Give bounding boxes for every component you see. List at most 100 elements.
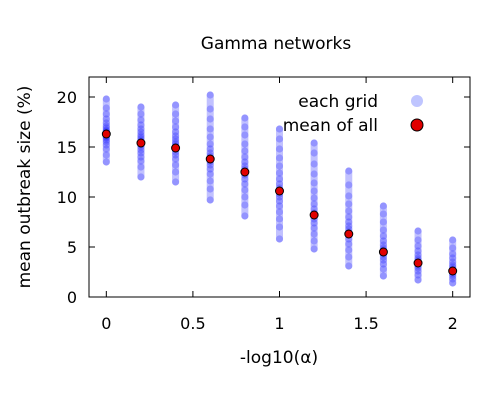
each-grid-point xyxy=(206,177,214,185)
mean-point xyxy=(413,258,423,268)
each-grid-point xyxy=(206,170,214,178)
legend-marker-each-grid xyxy=(411,95,423,107)
each-grid-point xyxy=(414,236,422,244)
y-tick-label: 15 xyxy=(57,138,77,157)
each-grid-point xyxy=(449,244,457,252)
each-grid-point xyxy=(171,110,180,118)
each-grid-point xyxy=(379,260,388,268)
each-grid-point xyxy=(171,161,180,169)
each-grid-point xyxy=(206,149,214,157)
each-grid-point xyxy=(241,212,249,220)
y-axis-label: mean outbreak size (%) xyxy=(15,86,35,289)
each-grid-point xyxy=(345,181,353,189)
each-grid-point xyxy=(310,160,318,168)
x-axis-label: -log10(α) xyxy=(240,348,318,368)
mean-point xyxy=(378,247,388,257)
each-grid-point xyxy=(102,110,110,118)
each-grid-point xyxy=(275,202,284,210)
each-grid-point xyxy=(310,245,318,253)
each-grid-point xyxy=(102,122,110,130)
each-grid-point xyxy=(241,158,249,166)
mean-point xyxy=(309,210,319,220)
mean-point xyxy=(205,154,215,164)
each-grid-point xyxy=(275,175,284,183)
each-grid-point xyxy=(241,162,249,170)
each-grid-point xyxy=(206,140,214,148)
each-grid-point xyxy=(345,192,353,200)
each-grid-point xyxy=(379,210,388,218)
each-grid-point xyxy=(275,145,284,153)
each-grid-point xyxy=(379,256,388,264)
each-grid-point xyxy=(171,128,180,136)
each-grid-point xyxy=(171,117,180,125)
each-grid-point xyxy=(241,140,249,148)
each-grid-point xyxy=(241,186,249,194)
each-grid-point xyxy=(379,202,388,210)
each-grid-point xyxy=(414,227,422,235)
y-tick-label: 0 xyxy=(67,288,77,307)
each-grid-point xyxy=(241,131,249,139)
each-grid-point xyxy=(206,161,214,169)
each-grid-point xyxy=(414,276,422,284)
each-grid-point xyxy=(206,145,214,153)
each-grid-point xyxy=(379,226,388,234)
each-grid-point xyxy=(171,151,180,159)
x-tick-label: 1 xyxy=(274,314,284,333)
each-grid-point xyxy=(310,187,318,195)
mean-point xyxy=(171,143,181,153)
each-grid-point xyxy=(310,224,318,232)
each-grid-point xyxy=(379,272,388,280)
each-grid-point xyxy=(137,146,145,154)
y-tick-label: 20 xyxy=(57,88,77,107)
each-grid-point xyxy=(379,237,388,245)
legend: each grid mean of all xyxy=(283,92,424,136)
each-grid-point xyxy=(206,133,214,141)
each-grid-point xyxy=(206,165,214,173)
x-tick-label: 0 xyxy=(101,314,111,333)
x-tick-label: 0.5 xyxy=(180,314,205,333)
y-tick-label: 10 xyxy=(57,188,77,207)
each-grid-point xyxy=(310,139,318,147)
each-grid-point xyxy=(379,218,388,226)
each-grid-point xyxy=(102,104,110,112)
each-grid-point xyxy=(275,154,284,162)
each-grid-point xyxy=(241,123,249,131)
each-grid-point xyxy=(206,91,214,99)
chart-title: Gamma networks xyxy=(201,34,352,54)
mean-point xyxy=(101,129,111,139)
each-grid-point xyxy=(414,251,422,259)
each-grid-point xyxy=(102,141,110,149)
each-grid-point xyxy=(275,162,284,170)
each-grid-point xyxy=(241,147,249,155)
each-grid-point xyxy=(137,128,145,136)
each-grid-point xyxy=(345,246,353,254)
each-grid-point xyxy=(379,265,388,273)
each-grid-point xyxy=(171,135,180,143)
each-grid-point xyxy=(414,267,422,275)
each-grid-point xyxy=(102,115,110,123)
mean-point xyxy=(448,266,458,276)
each-grid-point xyxy=(449,258,457,266)
each-grid-point xyxy=(414,271,422,279)
each-grid-point xyxy=(275,223,284,231)
each-grid-point xyxy=(275,208,284,216)
each-grid-point xyxy=(206,196,214,204)
each-grid-point xyxy=(275,193,284,201)
each-grid-point xyxy=(102,95,110,103)
each-grid-point xyxy=(171,123,180,131)
each-grid-point xyxy=(345,207,353,215)
each-grid-point xyxy=(414,247,422,255)
each-grid-point xyxy=(345,253,353,261)
each-grid-point xyxy=(449,250,457,258)
each-grid-point xyxy=(241,114,249,122)
x-tick-label: 1.5 xyxy=(353,314,378,333)
each-grid-point xyxy=(102,136,110,144)
each-grid-point xyxy=(310,230,318,238)
each-grid-point xyxy=(275,180,284,188)
each-grid-point xyxy=(137,110,145,118)
each-grid-point xyxy=(171,101,180,109)
each-grid-point xyxy=(345,213,353,221)
each-grid-point xyxy=(275,169,284,177)
each-grid-point xyxy=(310,205,318,213)
